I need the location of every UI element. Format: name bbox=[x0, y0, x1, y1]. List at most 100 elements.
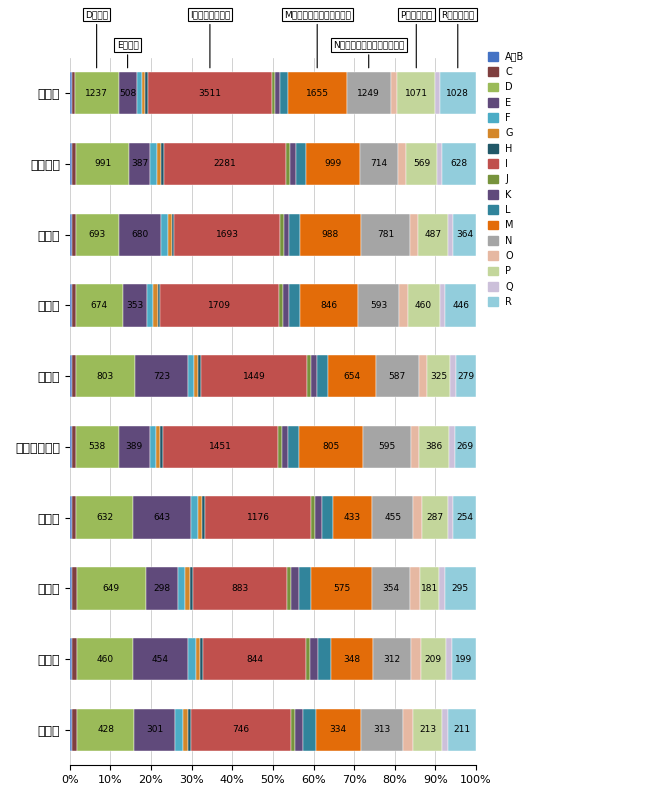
Bar bbox=[445, 284, 476, 326]
Text: D建設業: D建設業 bbox=[85, 10, 108, 68]
Text: 334: 334 bbox=[330, 726, 347, 734]
Bar bbox=[347, 72, 391, 114]
Bar bbox=[373, 638, 411, 680]
Bar bbox=[137, 72, 142, 114]
Text: 587: 587 bbox=[388, 372, 406, 381]
Text: 1655: 1655 bbox=[305, 89, 329, 98]
Bar bbox=[162, 426, 278, 468]
Bar bbox=[283, 284, 289, 326]
Bar bbox=[72, 72, 74, 114]
Bar bbox=[303, 709, 316, 751]
Bar bbox=[150, 142, 157, 186]
Text: 446: 446 bbox=[452, 301, 469, 310]
Bar bbox=[375, 355, 419, 398]
Bar bbox=[446, 638, 452, 680]
Bar bbox=[289, 284, 300, 326]
Bar bbox=[419, 426, 450, 468]
Bar bbox=[289, 426, 299, 468]
Bar bbox=[175, 214, 280, 256]
Bar bbox=[397, 72, 435, 114]
Bar bbox=[280, 72, 288, 114]
Bar bbox=[70, 72, 72, 114]
Text: 593: 593 bbox=[370, 301, 388, 310]
Bar bbox=[119, 214, 161, 256]
Bar bbox=[70, 284, 72, 326]
Text: 213: 213 bbox=[419, 726, 436, 734]
Text: 632: 632 bbox=[96, 513, 113, 522]
Text: 803: 803 bbox=[97, 372, 114, 381]
Bar bbox=[77, 709, 135, 751]
Bar bbox=[448, 497, 453, 539]
Bar bbox=[133, 497, 192, 539]
Bar bbox=[77, 638, 133, 680]
Bar bbox=[278, 426, 282, 468]
Bar bbox=[70, 567, 72, 610]
Text: 654: 654 bbox=[343, 372, 360, 381]
Bar bbox=[198, 497, 202, 539]
Text: 386: 386 bbox=[426, 442, 443, 451]
Text: 883: 883 bbox=[231, 584, 248, 593]
Text: P医療，福祉: P医療，福祉 bbox=[400, 10, 432, 68]
Bar bbox=[70, 355, 72, 398]
Bar bbox=[201, 355, 307, 398]
Bar bbox=[331, 638, 373, 680]
Bar bbox=[146, 567, 178, 610]
Bar bbox=[299, 426, 363, 468]
Bar bbox=[411, 426, 419, 468]
Bar bbox=[455, 426, 476, 468]
Bar bbox=[160, 142, 164, 186]
Text: 487: 487 bbox=[424, 230, 441, 239]
Bar bbox=[133, 638, 188, 680]
Bar bbox=[72, 497, 76, 539]
Bar bbox=[410, 214, 418, 256]
Text: 1709: 1709 bbox=[208, 301, 231, 310]
Bar bbox=[185, 567, 190, 610]
Bar bbox=[76, 426, 118, 468]
Bar bbox=[72, 426, 76, 468]
Text: M宿泊業，飲食サービス業: M宿泊業，飲食サービス業 bbox=[284, 10, 351, 68]
Bar bbox=[360, 142, 399, 186]
Text: 287: 287 bbox=[426, 513, 443, 522]
Bar bbox=[72, 142, 76, 186]
Bar bbox=[205, 497, 311, 539]
Bar bbox=[422, 497, 448, 539]
Bar bbox=[171, 214, 175, 256]
Text: 628: 628 bbox=[450, 159, 468, 169]
Bar bbox=[448, 709, 476, 751]
Bar bbox=[291, 709, 295, 751]
Bar bbox=[157, 142, 160, 186]
Bar bbox=[279, 284, 283, 326]
Bar bbox=[399, 284, 408, 326]
Text: 595: 595 bbox=[378, 442, 395, 451]
Bar bbox=[135, 709, 175, 751]
Text: 569: 569 bbox=[413, 159, 430, 169]
Text: 538: 538 bbox=[89, 442, 105, 451]
Text: 1237: 1237 bbox=[85, 89, 108, 98]
Text: 649: 649 bbox=[103, 584, 120, 593]
Text: 1451: 1451 bbox=[209, 442, 232, 451]
Bar bbox=[76, 355, 135, 398]
Text: 844: 844 bbox=[246, 654, 263, 664]
Bar bbox=[188, 709, 191, 751]
Text: 988: 988 bbox=[322, 230, 339, 239]
Text: 714: 714 bbox=[371, 159, 388, 169]
Text: 211: 211 bbox=[454, 726, 470, 734]
Text: 313: 313 bbox=[373, 726, 390, 734]
Bar bbox=[419, 567, 439, 610]
Bar bbox=[72, 355, 76, 398]
Bar bbox=[399, 142, 406, 186]
Bar bbox=[202, 497, 205, 539]
Bar bbox=[311, 567, 372, 610]
Bar bbox=[72, 567, 76, 610]
Text: 2281: 2281 bbox=[214, 159, 236, 169]
Bar bbox=[318, 638, 331, 680]
Text: 674: 674 bbox=[91, 301, 108, 310]
Bar bbox=[70, 142, 72, 186]
Text: 199: 199 bbox=[455, 654, 472, 664]
Bar bbox=[76, 214, 119, 256]
Text: I卸売業，小売業: I卸売業，小売業 bbox=[190, 10, 230, 68]
Bar bbox=[435, 72, 439, 114]
Bar bbox=[201, 638, 203, 680]
Text: 460: 460 bbox=[96, 654, 113, 664]
Bar bbox=[142, 72, 145, 114]
